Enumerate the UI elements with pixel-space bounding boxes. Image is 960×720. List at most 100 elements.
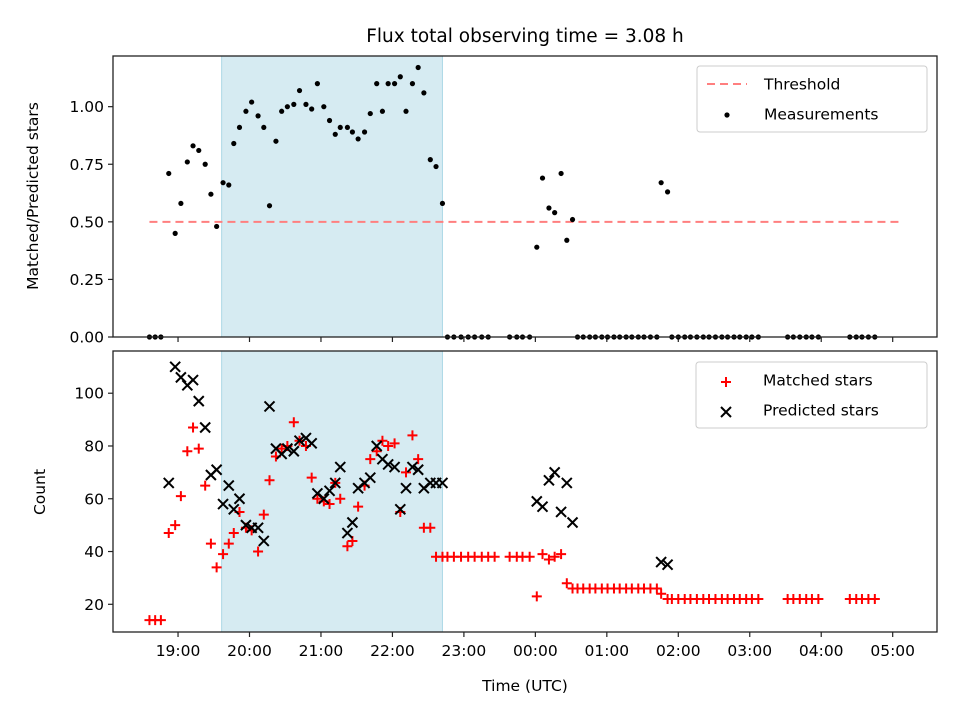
measurement-point <box>415 64 421 71</box>
predicted-star-point <box>187 374 199 386</box>
measurement-point <box>202 161 208 167</box>
predicted-star-point <box>412 464 424 476</box>
matched-star-point <box>365 454 376 465</box>
matched-star-point <box>869 594 880 605</box>
measurement-point <box>355 136 361 142</box>
matched-star-point <box>389 438 400 449</box>
measurement-point <box>261 124 267 131</box>
predicted-star-point <box>406 461 419 473</box>
predicted-star-point <box>436 477 449 489</box>
matched-star-point <box>306 472 317 483</box>
y-tick-label: 0.00 <box>69 329 104 347</box>
measurement-point <box>231 140 237 147</box>
top-axes: 0.00 0.25 0.50 0.75 1.00 Threshold Measurement… <box>69 55 938 347</box>
measurement-point <box>385 81 391 87</box>
matched-star-point <box>170 520 181 531</box>
x-tick-label: 00:00 <box>513 642 558 660</box>
legend-measurement-swatch <box>724 112 730 118</box>
predicted-star-point <box>293 435 306 447</box>
matched-star-point <box>425 522 436 533</box>
observing-window-span <box>221 350 443 633</box>
measurement-point <box>433 163 439 170</box>
measurement-point <box>326 117 333 124</box>
measurement-point <box>255 113 261 119</box>
y-tick-label: 1.00 <box>69 98 104 116</box>
legend: Matched stars Predicted stars <box>695 361 928 429</box>
matched-star-point <box>407 430 418 441</box>
matched-star-point <box>223 538 234 549</box>
matched-star-point <box>218 549 229 560</box>
predicted-star-point <box>169 361 181 373</box>
predicted-star-point <box>382 458 394 471</box>
measurement-point <box>664 189 671 195</box>
matched-star-point <box>228 528 239 539</box>
predicted-star-point <box>228 503 240 516</box>
y-tick-label: 60 <box>84 490 104 508</box>
matched-star-point <box>537 549 548 560</box>
measurement-point <box>214 223 220 230</box>
predicted-star-point <box>388 461 401 473</box>
x-tick-label: 05:00 <box>870 642 915 660</box>
matched-star-point <box>276 443 287 454</box>
matched-star-point <box>543 554 554 565</box>
legend: Threshold Measurements <box>696 65 928 133</box>
x-tick-label: 02:00 <box>656 642 701 660</box>
predicted-star-point <box>555 506 567 518</box>
predicted-star-point <box>566 516 579 529</box>
measurement-point <box>332 131 338 137</box>
predicted-star-point <box>536 500 549 513</box>
y-tick-label: 0.25 <box>69 271 104 289</box>
measurement-point <box>249 99 255 105</box>
chart-title: Flux total observing time = 3.08 h <box>366 26 684 47</box>
predicted-star-point <box>561 477 573 489</box>
measurement-point <box>196 147 202 154</box>
measurement-point <box>296 87 303 94</box>
measurement-point <box>284 104 290 110</box>
measurement-point <box>658 180 664 186</box>
x-axis-label: Time (UTC) <box>481 677 568 695</box>
matched-star-point <box>175 491 186 502</box>
measurement-point <box>403 108 409 114</box>
matched-star-point <box>258 509 269 520</box>
predicted-star-point <box>329 477 341 489</box>
y-tick-label: 100 <box>74 385 104 403</box>
predicted-star-point <box>240 519 252 531</box>
predicted-star-point <box>210 464 223 476</box>
measurement-point <box>391 81 398 87</box>
measurement-point <box>427 157 433 163</box>
predicted-star-point <box>263 400 276 413</box>
top-y-axis-label: Matched/Predicted stars <box>24 102 42 290</box>
measurement-point <box>291 101 297 107</box>
y-tick-label: 0.75 <box>69 156 104 174</box>
matched-star-point <box>489 551 500 562</box>
matched-star-point <box>205 538 216 549</box>
predicted-star-point <box>400 482 412 494</box>
matched-star-point <box>813 594 824 605</box>
matched-star-point <box>288 417 299 428</box>
matched-star-point <box>342 541 353 552</box>
measurement-point <box>314 81 320 87</box>
measurement-point <box>546 205 552 211</box>
predicted-star-point <box>288 445 300 457</box>
matched-star-point <box>383 440 394 451</box>
measurement-point <box>279 108 285 114</box>
predicted-star-point <box>281 442 294 455</box>
predicted-star-point <box>364 471 376 484</box>
measurement-point <box>397 74 403 80</box>
predicted-star-point <box>548 466 561 479</box>
matched-star-point <box>335 493 346 504</box>
measurement-point <box>558 170 564 177</box>
matched-star-point <box>556 549 567 560</box>
matched-star-point <box>155 615 166 626</box>
measurement-point <box>564 237 570 243</box>
measurement-point <box>236 124 243 131</box>
matched-star-point <box>413 454 424 465</box>
measurement-point <box>208 191 214 197</box>
legend-label: Threshold <box>763 76 840 94</box>
measurement-point <box>184 159 190 165</box>
matched-star-point <box>312 493 323 504</box>
measurement-point <box>409 81 416 87</box>
x-tick-label: 23:00 <box>442 642 487 660</box>
measurement-point <box>337 124 343 131</box>
